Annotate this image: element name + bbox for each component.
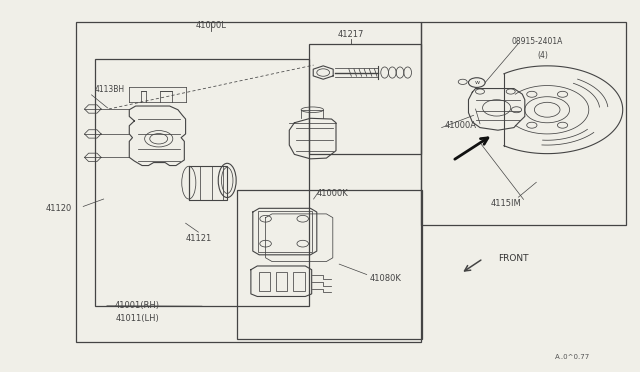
Text: 41120: 41120	[45, 204, 72, 213]
Text: 41000A: 41000A	[445, 121, 477, 130]
Text: 08915-2401A: 08915-2401A	[512, 37, 563, 46]
Text: 4113BH: 4113BH	[95, 85, 125, 94]
Text: 41001(RH): 41001(RH)	[115, 301, 160, 310]
Text: w: w	[474, 80, 479, 85]
Text: 41121: 41121	[185, 234, 212, 243]
Bar	[276, 272, 287, 291]
Bar	[95, 59, 309, 306]
Text: FRONT: FRONT	[498, 254, 529, 263]
Text: 41217: 41217	[337, 30, 364, 39]
Text: 4115IM: 4115IM	[490, 199, 521, 208]
Bar	[258, 211, 312, 252]
Bar	[259, 272, 270, 291]
Bar	[293, 272, 305, 291]
Bar	[421, 22, 626, 225]
Text: 41080K: 41080K	[370, 274, 402, 283]
Text: (4): (4)	[538, 51, 548, 60]
Bar	[189, 166, 227, 200]
Text: A..0^0.77: A..0^0.77	[555, 354, 591, 360]
Bar	[309, 44, 421, 154]
Text: 41011(LH): 41011(LH)	[116, 314, 159, 323]
Text: 41000K: 41000K	[317, 189, 349, 198]
Bar	[237, 190, 422, 339]
Bar	[76, 22, 421, 342]
Text: 41000L: 41000L	[196, 21, 227, 30]
